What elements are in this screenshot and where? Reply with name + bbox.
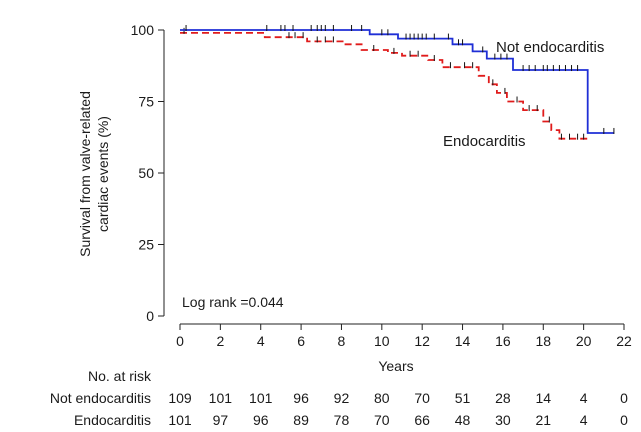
series-line-endocarditis xyxy=(180,32,590,140)
label-not-endocarditis: Not endocarditis xyxy=(496,39,604,56)
x-tick-label: 22 xyxy=(616,333,632,349)
x-tick-label: 4 xyxy=(257,333,265,349)
risk-value: 14 xyxy=(535,390,551,406)
x-tick-label: 18 xyxy=(535,333,551,349)
risk-value: 70 xyxy=(374,412,390,428)
x-tick-label: 2 xyxy=(216,333,224,349)
y-tick-label: 75 xyxy=(138,94,154,110)
risk-value: 4 xyxy=(580,390,588,406)
risk-value: 21 xyxy=(535,412,551,428)
y-tick-label: 0 xyxy=(146,308,154,324)
log-rank-annotation: Log rank =0.044 xyxy=(182,294,284,310)
risk-value: 28 xyxy=(495,390,511,406)
risk-value: 70 xyxy=(414,390,430,406)
y-tick-label: 25 xyxy=(138,237,154,253)
risk-value: 109 xyxy=(168,390,192,406)
risk-row-label-not-endocarditis: Not endocarditis xyxy=(50,390,151,406)
risk-value: 0 xyxy=(620,390,628,406)
risk-value: 96 xyxy=(253,412,269,428)
x-tick-label: 10 xyxy=(374,333,390,349)
axes: 0 25 50 75 100 0 2 4 6 8 10 12 14 16 18 20 22 xyxy=(131,22,632,349)
risk-value: 0 xyxy=(620,412,628,428)
risk-table-title: No. at risk xyxy=(88,368,152,384)
x-tick-label: 6 xyxy=(297,333,305,349)
risk-value: 101 xyxy=(209,390,233,406)
x-tick-label: 16 xyxy=(495,333,511,349)
x-axis-title: Years xyxy=(378,358,413,374)
x-tick-label: 0 xyxy=(176,333,184,349)
risk-value: 66 xyxy=(414,412,430,428)
risk-value: 4 xyxy=(580,412,588,428)
x-tick-label: 20 xyxy=(576,333,592,349)
risk-value: 101 xyxy=(249,390,273,406)
label-endocarditis: Endocarditis xyxy=(443,133,526,150)
risk-value: 101 xyxy=(168,412,192,428)
risk-value: 80 xyxy=(374,390,390,406)
risk-values: 109 101 101 96 92 80 70 51 28 14 4 0 101 97 96 89 78 70 66… xyxy=(168,390,628,428)
x-tick-label: 8 xyxy=(338,333,346,349)
risk-value: 51 xyxy=(455,390,471,406)
y-tick-label: 100 xyxy=(131,22,155,38)
x-tick-label: 12 xyxy=(414,333,430,349)
series-line-not-endocarditis xyxy=(180,29,614,134)
risk-row-label-endocarditis: Endocarditis xyxy=(74,412,151,428)
x-tick-label: 14 xyxy=(455,333,471,349)
risk-value: 30 xyxy=(495,412,511,428)
y-axis-title-line-2: cardiac events (%) xyxy=(95,116,111,232)
risk-value: 78 xyxy=(334,412,350,428)
risk-value: 96 xyxy=(293,390,309,406)
risk-value: 92 xyxy=(334,390,350,406)
y-tick-label: 50 xyxy=(138,165,154,181)
risk-value: 97 xyxy=(213,412,229,428)
risk-value: 48 xyxy=(455,412,471,428)
risk-value: 89 xyxy=(293,412,309,428)
series-layer xyxy=(180,25,615,140)
y-axis-title-line-1: Survival from valve-related xyxy=(77,91,93,257)
